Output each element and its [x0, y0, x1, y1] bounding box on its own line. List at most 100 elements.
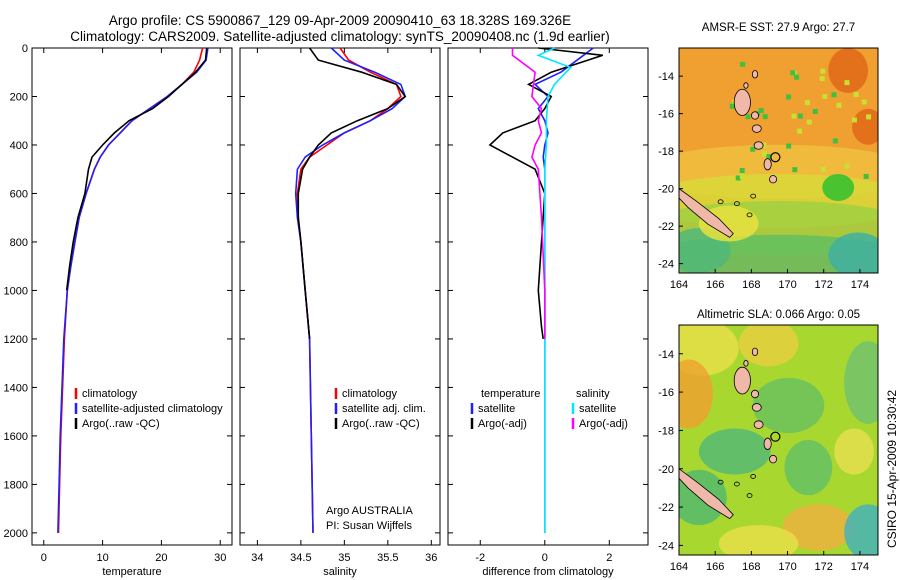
island-vanuatu-icon	[751, 347, 759, 357]
sst-pixel	[794, 74, 800, 80]
temperature-series-argo-raw-qc-	[65, 47, 208, 291]
difference-legend-title-right: salinity	[576, 388, 610, 400]
island-loyalty-icon	[733, 481, 740, 487]
sla-color-patch	[698, 428, 771, 475]
island-vanuatu-icon	[763, 437, 772, 450]
sla-map-ytick-label: -20	[658, 464, 674, 476]
sst-pixel	[785, 94, 791, 100]
figure-title-line2: Climatology: CARS2009. Satellite-adjuste…	[70, 29, 610, 44]
sst-map-xtick-label: 174	[851, 279, 869, 291]
salinity-series-satellite-adj-clim-	[294, 47, 407, 533]
sst-pixel	[832, 138, 838, 144]
sst-pixel	[820, 166, 826, 172]
sla-map-xtick-label: 166	[706, 561, 724, 573]
temperature-legend-label: satellite-adjusted climatology	[82, 403, 223, 415]
island-vanuatu-icon	[733, 366, 751, 395]
island-vanuatu-icon	[753, 420, 764, 429]
sst-pixel	[836, 102, 842, 108]
difference-xtick-label: -2	[475, 552, 485, 564]
salinity-series-argo-raw-qc-	[297, 47, 407, 339]
temperature-xtick-label: 10	[96, 552, 108, 564]
sla-map-ytick-label: -14	[658, 349, 674, 361]
salinity-xtick-label: 35	[338, 552, 350, 564]
sst-pixel	[740, 61, 746, 67]
sst-map-ytick-label: -16	[658, 109, 674, 121]
salinity-xtick-label: 36	[425, 552, 437, 564]
sst-pixel	[812, 108, 818, 114]
sst-pixel	[758, 107, 764, 113]
temperature-legend-label: climatology	[82, 388, 138, 400]
island-vanuatu-icon	[751, 70, 759, 79]
salinity-annotation-line1: Argo AUSTRALIA	[326, 505, 413, 517]
sst-pixel	[844, 163, 850, 169]
sst-pixel	[790, 70, 796, 76]
sst-pixel	[797, 113, 803, 119]
temperature-xtick-label: 30	[214, 552, 226, 564]
island-vanuatu-icon	[751, 124, 762, 133]
island-vanuatu-icon	[733, 88, 751, 116]
sst-pixel	[844, 80, 850, 86]
salinity-xtick-label: 34	[251, 552, 263, 564]
sla-color-patch	[782, 504, 855, 551]
difference-xtick-label: 2	[606, 552, 612, 564]
temperature-ytick-label: 1800	[4, 479, 28, 491]
sst-pixel	[866, 114, 872, 120]
sst-map-xtick-label: 168	[742, 279, 760, 291]
sst-pixel	[786, 143, 792, 149]
sst-pixel	[861, 99, 867, 105]
temperature-ytick-label: 0	[22, 43, 28, 55]
sst-map-ytick-label: -24	[658, 259, 674, 271]
sla-map-frame	[678, 324, 879, 556]
temperature-ytick-label: 400	[10, 140, 28, 152]
difference-legend-label: Argo(-adj)	[478, 418, 527, 430]
sst-pixel	[831, 92, 837, 98]
salinity-axes-box	[239, 47, 441, 546]
sst-pixel	[791, 113, 797, 119]
sst-pixel	[739, 173, 745, 179]
difference-series-salinity-argo-adj-	[511, 48, 546, 339]
island-vanuatu-icon	[763, 158, 772, 171]
sst-pixel	[853, 91, 859, 97]
sla-map-ytick-label: -18	[658, 425, 674, 437]
sst-pixel	[735, 175, 741, 181]
island-loyalty-icon	[750, 193, 757, 199]
sla-map-ytick-label: -16	[658, 387, 674, 399]
sla-map-ytick-label: -24	[658, 540, 674, 552]
salinity-legend-label: climatology	[342, 388, 398, 400]
temperature-ytick-label: 1600	[4, 431, 28, 443]
sst-pixel	[761, 151, 767, 157]
salinity-annotation-line2: PI: Susan Wijffels	[326, 520, 412, 532]
sla-color-patch	[738, 325, 799, 367]
sst-pixel	[792, 167, 798, 173]
salinity-xtick-label: 35.5	[377, 552, 398, 564]
sst-map-xtick-label: 164	[670, 279, 688, 291]
sla-map-xtick-label: 172	[815, 561, 833, 573]
salinity-xtick-label: 34.5	[290, 552, 311, 564]
island-vanuatu-icon	[750, 389, 760, 399]
sst-map-field	[679, 48, 878, 273]
island-loyalty-icon	[717, 199, 724, 205]
sst-map-xtick-label: 166	[706, 279, 724, 291]
sla-map-xtick-label: 164	[670, 561, 688, 573]
island-vanuatu-icon	[769, 175, 778, 184]
sst-pixel	[739, 168, 745, 174]
temperature-series-satellite-adjusted-climatology	[57, 47, 209, 533]
sla-map-field	[679, 325, 878, 555]
temperature-legend-label: Argo(..raw -QC)	[82, 418, 160, 430]
argo-float-location-marker-icon	[770, 431, 781, 442]
difference-legend-title-left: temperature	[481, 388, 540, 400]
sst-map-xtick-label: 172	[815, 279, 833, 291]
sla-color-patch	[752, 377, 825, 434]
island-vanuatu-icon	[751, 403, 762, 412]
temperature-ytick-label: 1200	[4, 334, 28, 346]
sst-map-ytick-label: -20	[658, 184, 674, 196]
island-new-caledonia-icon	[679, 188, 734, 238]
sst-map-ytick-label: -14	[658, 71, 674, 83]
island-vanuatu-icon	[753, 141, 764, 150]
sla-map-title: Altimetric SLA: 0.066 Argo: 0.05	[697, 309, 860, 321]
sla-color-patch	[784, 440, 833, 496]
sst-pixel	[822, 94, 828, 100]
sla-color-patch	[679, 359, 713, 429]
sst-pixel	[804, 100, 810, 106]
